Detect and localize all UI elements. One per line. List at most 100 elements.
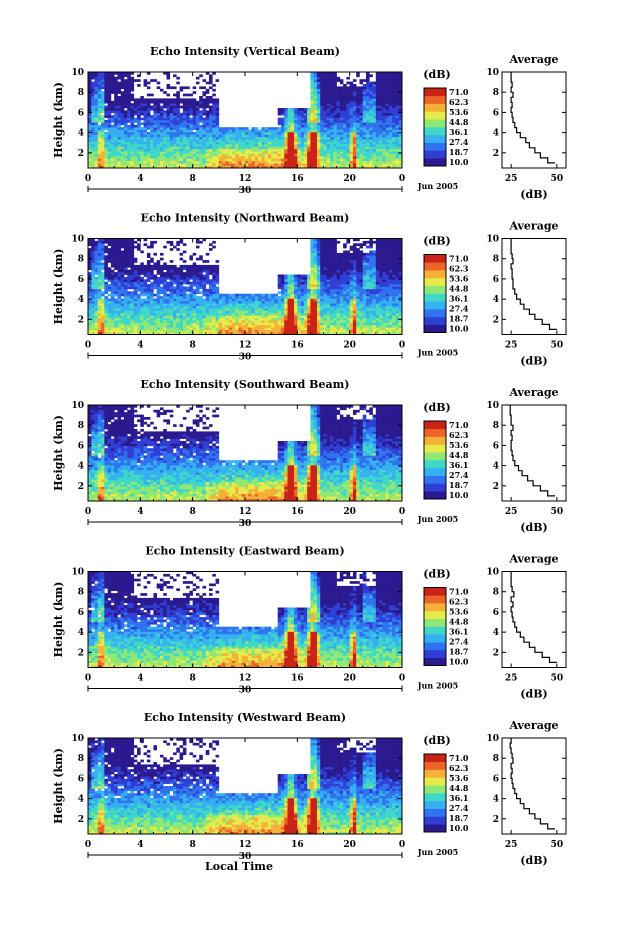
heatmap-cell bbox=[199, 329, 203, 333]
heatmap-cell bbox=[349, 117, 354, 121]
heatmap-cell bbox=[104, 324, 108, 328]
heatmap-cell bbox=[356, 96, 360, 99]
heatmap-cell bbox=[294, 165, 298, 169]
heatmap-cell bbox=[156, 300, 161, 304]
heatmap-cell bbox=[316, 127, 321, 130]
heatmap-cell bbox=[127, 96, 131, 99]
heatmap-cell bbox=[379, 141, 383, 145]
heatmap-cell bbox=[294, 329, 298, 333]
heatmap-cell bbox=[166, 329, 171, 333]
heatmap-cell bbox=[372, 115, 377, 118]
heatmap-cell bbox=[182, 146, 187, 150]
heatmap-cell bbox=[133, 329, 138, 333]
heatmap-cell bbox=[326, 163, 331, 166]
heatmap-cell bbox=[166, 293, 171, 297]
heatmap-cell bbox=[186, 312, 190, 316]
heatmap-cell bbox=[146, 72, 151, 75]
heatmap-cell bbox=[140, 250, 144, 254]
heatmap-cell bbox=[277, 308, 282, 311]
heatmap-cell bbox=[225, 303, 229, 306]
heatmap-cell bbox=[150, 132, 154, 135]
heatmap-cell bbox=[323, 136, 328, 140]
heatmap-cell bbox=[114, 88, 118, 92]
heatmap-cell bbox=[303, 303, 308, 306]
heatmap-cell bbox=[362, 146, 367, 150]
heatmap-cell bbox=[271, 141, 275, 145]
heatmap-cell bbox=[192, 100, 197, 104]
heatmap-cell bbox=[310, 132, 314, 135]
heatmap-cell bbox=[294, 124, 298, 128]
heatmap-cell bbox=[241, 298, 246, 302]
heatmap-cell bbox=[107, 293, 112, 297]
heatmap-cell bbox=[202, 288, 207, 292]
heatmap-cell bbox=[179, 310, 184, 314]
heatmap-cell bbox=[375, 74, 380, 78]
heatmap-cell bbox=[205, 310, 210, 314]
heatmap-cell bbox=[104, 93, 108, 97]
heatmap-cell bbox=[388, 132, 393, 135]
heatmap-cell bbox=[163, 291, 167, 294]
heatmap-cell bbox=[123, 96, 128, 99]
heatmap-cell bbox=[294, 117, 298, 121]
heatmap-cell bbox=[333, 124, 337, 128]
heatmap-cell bbox=[101, 322, 105, 326]
heatmap-cell bbox=[123, 127, 128, 130]
heatmap-cell bbox=[94, 264, 99, 268]
heatmap-cell bbox=[94, 284, 99, 287]
heatmap-cell bbox=[192, 151, 197, 154]
heatmap-cell bbox=[202, 156, 207, 159]
heatmap-cell bbox=[163, 132, 167, 135]
heatmap-cell bbox=[120, 276, 125, 280]
heatmap-cell bbox=[104, 132, 108, 135]
heatmap-cell bbox=[140, 146, 144, 150]
heatmap-cell bbox=[352, 96, 357, 99]
heatmap-cell bbox=[101, 136, 105, 140]
heatmap-cell bbox=[179, 98, 184, 102]
heatmap-cell bbox=[153, 276, 157, 280]
heatmap-cell bbox=[205, 267, 210, 270]
heatmap-cell bbox=[88, 79, 92, 82]
heatmap-cell bbox=[179, 303, 184, 306]
heatmap-cell bbox=[88, 81, 92, 85]
heatmap-cell bbox=[209, 160, 213, 164]
heatmap-cell bbox=[143, 115, 148, 118]
heatmap-cell bbox=[205, 120, 210, 123]
heatmap-cell bbox=[251, 134, 256, 138]
heatmap-cell bbox=[379, 134, 383, 138]
heatmap-cell bbox=[320, 160, 324, 164]
heatmap-cell bbox=[395, 129, 400, 133]
heatmap-cell bbox=[294, 279, 298, 282]
heatmap-cell bbox=[261, 141, 265, 145]
heatmap-cell bbox=[166, 141, 171, 145]
heatmap-cell bbox=[146, 291, 151, 294]
heatmap-cell bbox=[330, 96, 334, 99]
heatmap-cell bbox=[359, 127, 364, 130]
heatmap-cell bbox=[222, 320, 226, 323]
heatmap-cell bbox=[238, 320, 243, 323]
heatmap-cell bbox=[280, 129, 285, 133]
heatmap-cell bbox=[379, 165, 383, 169]
heatmap-cell bbox=[310, 279, 314, 282]
heatmap-cell bbox=[97, 260, 102, 263]
heatmap-cell bbox=[385, 153, 390, 157]
heatmap-cell bbox=[120, 165, 125, 169]
heatmap-cell bbox=[323, 117, 328, 121]
heatmap-cell bbox=[153, 281, 157, 285]
heatmap-cell bbox=[104, 148, 108, 152]
heatmap-cell bbox=[303, 112, 308, 116]
heatmap-cell bbox=[372, 132, 377, 135]
heatmap-cell bbox=[91, 93, 95, 97]
heatmap-cell bbox=[94, 279, 99, 282]
heatmap-cell bbox=[362, 129, 367, 133]
heatmap-cell bbox=[209, 144, 213, 147]
colorbar-tick-label: 71.0 bbox=[449, 87, 469, 97]
heatmap-cell bbox=[303, 286, 308, 290]
heatmap-cell bbox=[258, 129, 262, 133]
heatmap-cell bbox=[333, 136, 337, 140]
heatmap-cell bbox=[173, 124, 177, 128]
heatmap-cell bbox=[143, 139, 148, 142]
heatmap-cell bbox=[202, 320, 207, 323]
heatmap-cell bbox=[130, 312, 135, 316]
heatmap-cell bbox=[209, 127, 213, 130]
heatmap-cell bbox=[202, 136, 207, 140]
